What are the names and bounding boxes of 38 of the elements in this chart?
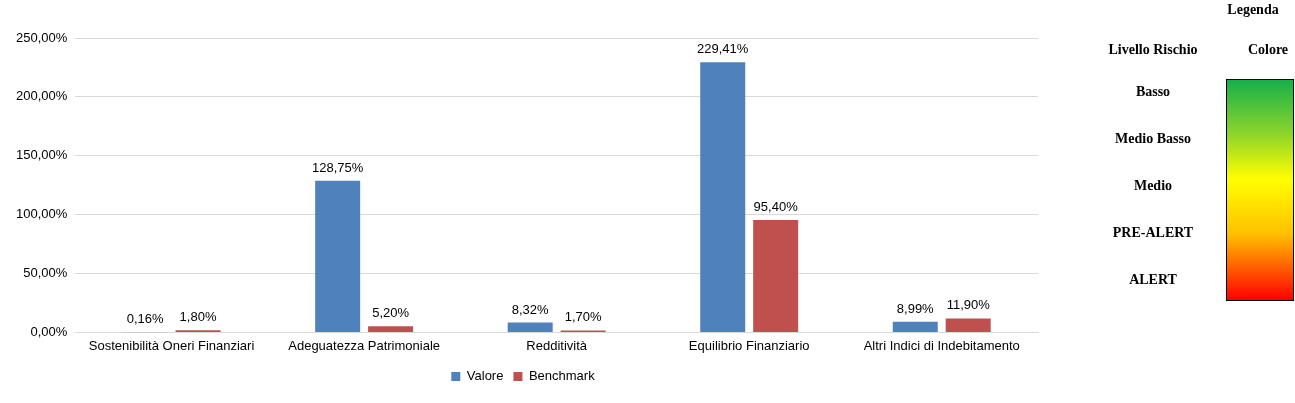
bar xyxy=(507,322,553,332)
data-label: 0,16% xyxy=(126,311,164,327)
text: ALERT xyxy=(1128,272,1178,288)
text: Medio xyxy=(1132,178,1174,194)
y-tick-label: 250,00% xyxy=(15,29,68,45)
text: Basso xyxy=(1134,84,1172,100)
y-tick-label: 100,00% xyxy=(15,206,68,222)
text: PRE-ALERT xyxy=(1111,225,1195,241)
data-label: 1,80% xyxy=(179,309,217,325)
bar xyxy=(315,180,361,332)
data-label: 8,32% xyxy=(511,301,550,317)
text: Colore xyxy=(1246,42,1290,58)
text: Livello Rischio xyxy=(1107,42,1199,58)
y-tick-label: 150,00% xyxy=(15,147,68,163)
y-tick-label: 50,00% xyxy=(23,265,68,281)
data-label: 8,99% xyxy=(896,300,935,316)
data-label: 229,41% xyxy=(697,41,749,57)
data-label: 11,90% xyxy=(946,297,991,313)
data-label: 1,70% xyxy=(564,309,602,325)
text: Medio Basso xyxy=(1114,131,1192,147)
bar xyxy=(753,220,799,332)
data-label: 95,40% xyxy=(753,199,799,215)
bar xyxy=(700,62,746,332)
y-tick-label: 0,00% xyxy=(30,323,68,339)
y-tick-label: 200,00% xyxy=(15,88,68,104)
data-label: 5,20% xyxy=(372,305,410,321)
legend-label: Benchmark xyxy=(528,368,596,384)
text: Legenda xyxy=(1226,2,1280,18)
legend-label: Valore xyxy=(466,368,504,384)
data-label: 128,75% xyxy=(311,159,364,175)
bar xyxy=(945,318,991,332)
bar xyxy=(368,326,414,332)
x-tick-label: Equilibrio Finanziario xyxy=(688,337,810,353)
bar xyxy=(892,321,938,332)
x-tick-label: Altri Indici di Indebitamento xyxy=(863,337,1020,353)
x-tick-label: Redditività xyxy=(526,337,588,353)
x-tick-label: Sostenibilità Oneri Finanziari xyxy=(88,337,255,353)
x-tick-label: Adeguatezza Patrimoniale xyxy=(288,337,441,353)
